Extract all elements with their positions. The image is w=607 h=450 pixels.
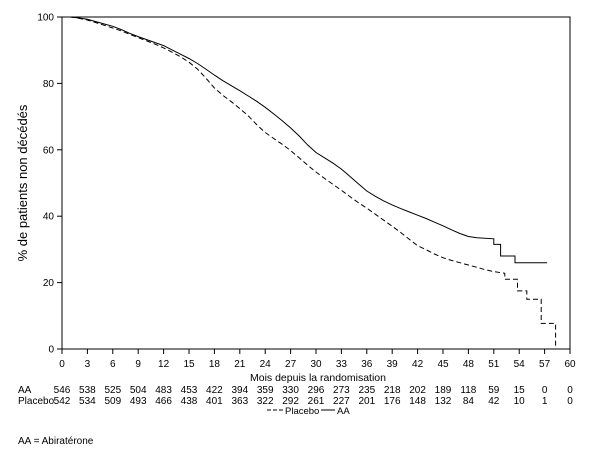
risk-row-label-aa: AA (18, 385, 32, 396)
y-tick-label: 40 (43, 212, 55, 223)
x-tick-label: 33 (336, 359, 348, 370)
risk-count-placebo: 201 (358, 396, 375, 407)
y-axis-title: % de patients non décédés (15, 104, 30, 261)
y-tick-label: 80 (43, 79, 55, 90)
series-line-placebo (62, 16, 557, 349)
x-tick-label: 54 (514, 359, 526, 370)
y-tick-label: 20 (43, 278, 55, 289)
risk-count-aa: 202 (409, 385, 426, 396)
risk-count-aa: 330 (282, 385, 299, 396)
x-tick-label: 24 (260, 359, 272, 370)
risk-count-placebo: 148 (409, 396, 426, 407)
risk-count-placebo: 227 (333, 396, 350, 407)
x-tick-label: 21 (234, 359, 246, 370)
x-tick-label: 60 (564, 359, 576, 370)
x-tick-label: 45 (437, 359, 449, 370)
risk-table: AA 546 538 525 504 483 453 422 394 359 330 296 273 23… (18, 385, 573, 407)
risk-count-aa: 538 (79, 385, 96, 396)
risk-row-label-placebo: Placebo (18, 396, 55, 407)
risk-count-aa: 235 (358, 385, 375, 396)
risk-count-placebo: 509 (104, 396, 121, 407)
risk-count-aa: 59 (488, 385, 500, 396)
risk-count-placebo: 493 (130, 396, 147, 407)
series-line-aa (62, 16, 548, 264)
risk-count-placebo: 438 (181, 396, 198, 407)
risk-count-placebo: 322 (257, 396, 274, 407)
risk-count-aa: 525 (104, 385, 121, 396)
risk-count-placebo: 466 (155, 396, 172, 407)
risk-count-aa: 218 (384, 385, 401, 396)
footnote: AA = Abiratérone (18, 436, 94, 447)
risk-count-aa: 504 (130, 385, 147, 396)
risk-count-aa: 483 (155, 385, 172, 396)
risk-count-aa: 453 (181, 385, 198, 396)
legend: Placebo AA (267, 406, 350, 417)
risk-count-aa: 0 (567, 385, 573, 396)
risk-count-aa: 394 (231, 385, 248, 396)
legend-label-aa: AA (337, 406, 350, 417)
x-tick-label: 18 (209, 359, 221, 370)
x-tick-label: 42 (412, 359, 424, 370)
risk-count-placebo: 261 (308, 396, 325, 407)
risk-count-aa: 359 (257, 385, 274, 396)
risk-count-placebo: 84 (463, 396, 475, 407)
x-tick-label: 36 (361, 359, 373, 370)
risk-count-placebo: 363 (231, 396, 248, 407)
x-tick-label: 57 (539, 359, 551, 370)
risk-count-aa: 189 (435, 385, 452, 396)
x-tick-label: 15 (183, 359, 195, 370)
risk-count-aa: 118 (460, 385, 476, 396)
y-tick-label: 0 (48, 345, 54, 356)
y-tick-label: 60 (43, 145, 55, 156)
risk-count-aa: 422 (206, 385, 223, 396)
risk-count-placebo: 10 (514, 396, 526, 407)
risk-count-placebo: 292 (282, 396, 299, 407)
risk-count-placebo: 542 (54, 396, 71, 407)
plot-area: 0 3 6 9 12 15 18 21 24 27 30 33 36 39 42 45 48 51 54 57 6002… (37, 13, 576, 371)
risk-count-placebo: 0 (567, 396, 573, 407)
legend-label-placebo: Placebo (285, 406, 319, 417)
x-tick-label: 27 (285, 359, 297, 370)
x-tick-label: 12 (158, 359, 170, 370)
x-tick-label: 48 (463, 359, 475, 370)
risk-count-aa: 0 (542, 385, 548, 396)
risk-count-placebo: 401 (206, 396, 223, 407)
x-axis-title: Mois depuis la randomisation (250, 372, 386, 384)
x-tick-label: 0 (59, 359, 65, 370)
risk-count-aa: 15 (514, 385, 526, 396)
risk-count-aa: 296 (308, 385, 325, 396)
x-tick-label: 9 (135, 359, 141, 370)
risk-count-aa: 546 (54, 385, 71, 396)
x-tick-label: 3 (85, 359, 91, 370)
risk-count-placebo: 176 (384, 396, 401, 407)
risk-count-placebo: 534 (79, 396, 96, 407)
risk-count-placebo: 42 (488, 396, 500, 407)
y-tick-label: 100 (37, 13, 54, 24)
x-tick-label: 39 (387, 359, 399, 370)
risk-count-placebo: 132 (435, 396, 452, 407)
x-tick-label: 51 (488, 359, 500, 370)
risk-count-aa: 273 (333, 385, 350, 396)
x-tick-label: 6 (110, 359, 116, 370)
x-tick-label: 30 (310, 359, 322, 370)
risk-count-placebo: 1 (542, 396, 548, 407)
